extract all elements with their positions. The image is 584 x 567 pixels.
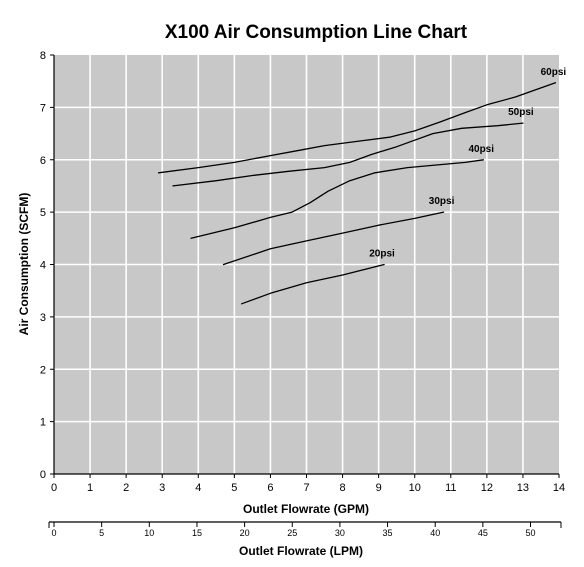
secondary-tick-label: 5 [99, 528, 104, 538]
x-tick-label: 11 [445, 482, 456, 494]
x-tick-label: 10 [409, 482, 421, 494]
x-tick-label: 0 [51, 482, 57, 494]
series-label-20psi: 20psi [369, 249, 395, 260]
y-tick-label: 8 [40, 50, 46, 62]
x-tick-label: 1 [87, 482, 93, 494]
x-tick-label: 4 [195, 482, 201, 494]
secondary-tick-label: 35 [383, 528, 393, 538]
y-axis-label: Air Consumption (SCFM) [17, 193, 31, 336]
series-label-50psi: 50psi [508, 107, 534, 118]
y-tick-label: 2 [40, 364, 46, 376]
secondary-axis-label: Outlet Flowrate (LPM) [239, 544, 363, 558]
secondary-tick-label: 50 [525, 528, 535, 538]
secondary-tick-label: 10 [144, 528, 154, 538]
series-label-40psi: 40psi [468, 144, 494, 155]
x-axis-label: Outlet Flowrate (GPM) [243, 502, 369, 516]
chart-title: X100 Air Consumption Line Chart [165, 22, 468, 43]
x-tick-label: 6 [267, 482, 273, 494]
secondary-tick-label: 40 [430, 528, 440, 538]
y-tick-label: 1 [40, 417, 46, 429]
x-tick-label: 9 [376, 482, 382, 494]
secondary-tick-label: 0 [51, 528, 56, 538]
series-lines [157, 82, 557, 305]
secondary-tick-label: 45 [478, 528, 488, 538]
secondary-tick-label: 15 [192, 528, 202, 538]
y-tick-label: 4 [40, 260, 46, 272]
y-tick-labels: 0 1 2 3 4 5 6 7 8 [40, 50, 54, 481]
y-tick-label: 6 [40, 155, 46, 167]
series-line-20psi [240, 263, 385, 305]
secondary-tick-label: 25 [287, 528, 297, 538]
series-line-40psi [190, 159, 484, 239]
secondary-tick-label: 20 [240, 528, 250, 538]
grid-lines [54, 55, 559, 474]
series-line-60psi [157, 82, 557, 174]
y-tick-label: 0 [40, 469, 46, 481]
x-tick-labels: 0 1 2 3 4 5 6 7 8 9 10 11 12 13 14 [51, 474, 565, 494]
series-line-50psi [172, 122, 524, 187]
x-tick-label: 12 [481, 482, 493, 494]
x-tick-label: 13 [517, 482, 529, 494]
series-labels: 20psi 30psi 40psi 50psi 60psi [369, 67, 566, 260]
secondary-tick-label: 30 [335, 528, 345, 538]
x-tick-label: 5 [231, 482, 237, 494]
x-tick-label: 14 [553, 482, 565, 494]
y-tick-label: 5 [40, 207, 46, 219]
x-tick-label: 3 [159, 482, 165, 494]
series-line-30psi [222, 211, 445, 266]
series-label-30psi: 30psi [429, 196, 455, 207]
series-label-60psi: 60psi [541, 67, 567, 78]
y-tick-label: 7 [40, 102, 46, 114]
x-tick-label: 2 [123, 482, 129, 494]
x-tick-label: 7 [303, 482, 309, 494]
x-tick-label: 8 [340, 482, 346, 494]
y-tick-label: 3 [40, 312, 46, 324]
secondary-lpm-axis: 0 5 10 15 20 25 30 35 40 45 50 [48, 521, 562, 538]
